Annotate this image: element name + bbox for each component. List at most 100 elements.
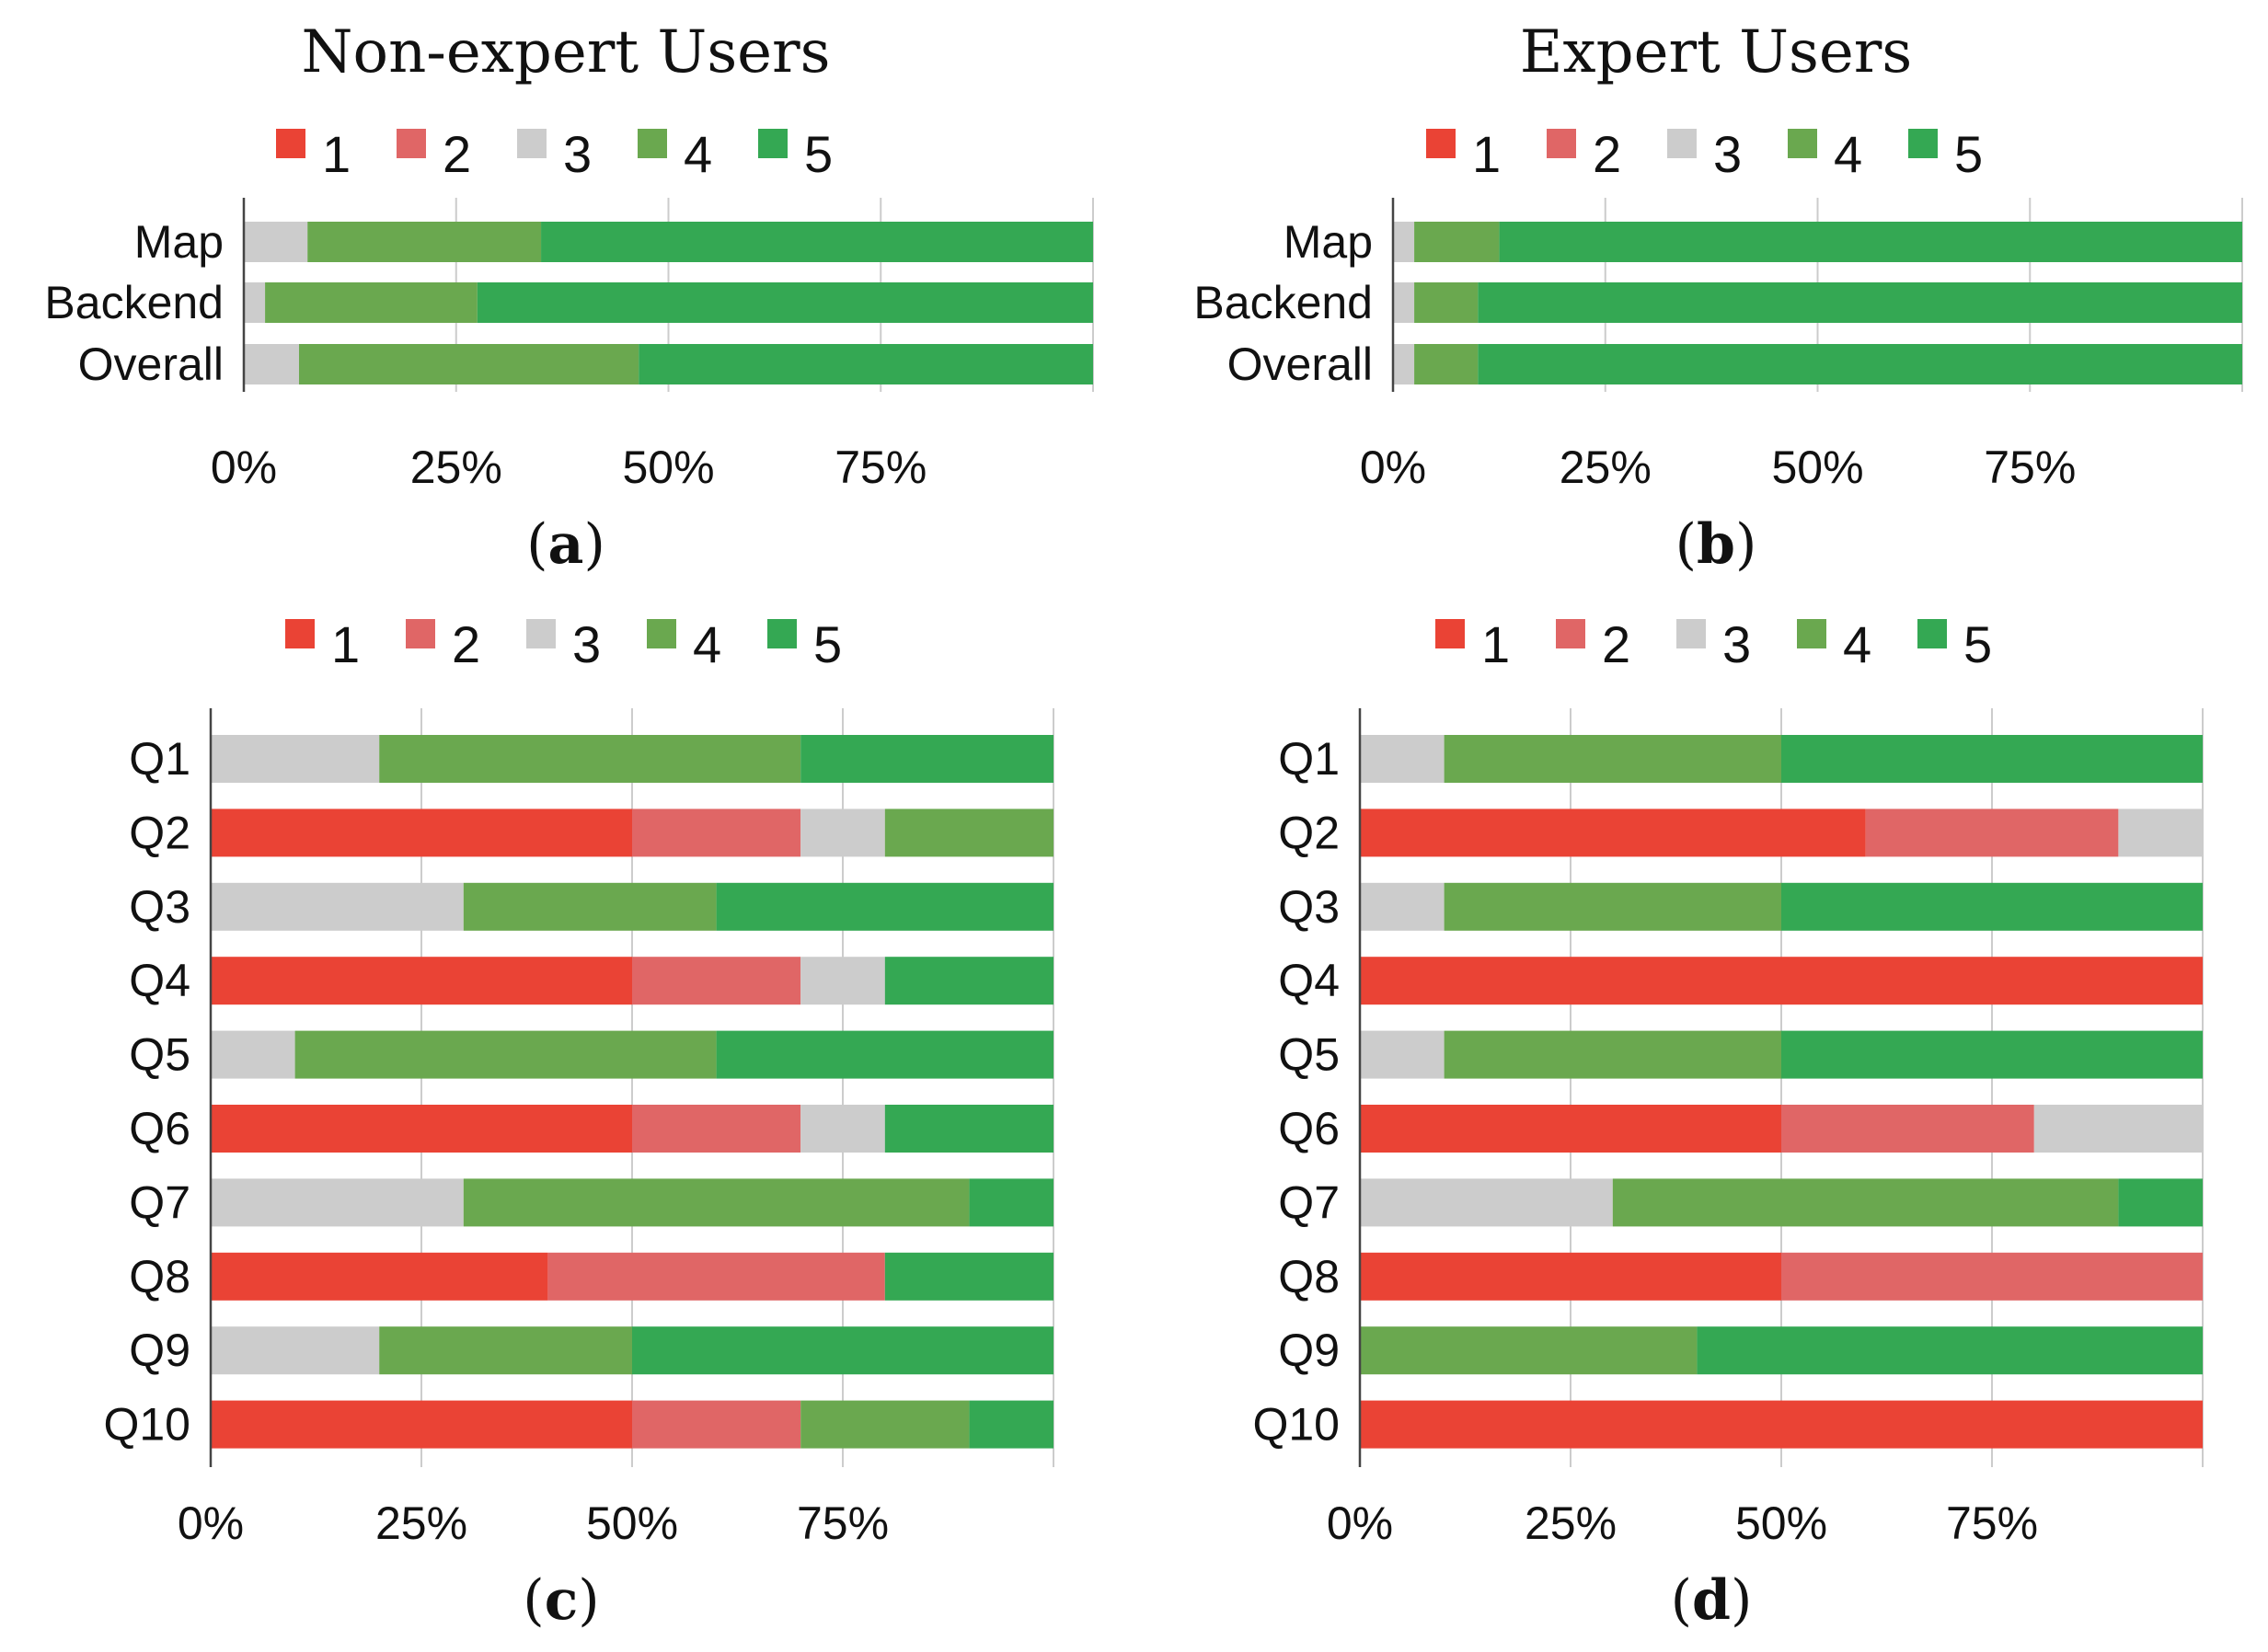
legend: 1 2 3 4 5 (276, 125, 833, 183)
legend-swatch-2 (406, 619, 435, 648)
legend-label-1: 1 (1481, 615, 1510, 673)
bar-map-rating-5 (1499, 222, 2242, 262)
legend-swatch-3 (1676, 619, 1706, 648)
legend-label-5: 5 (1963, 615, 1992, 673)
x-tick-label-75: 75% (1946, 1497, 2038, 1549)
x-tick-label-0: 0% (1327, 1497, 1393, 1549)
x-tick-label-50: 50% (586, 1497, 678, 1549)
x-tick-label-50: 50% (1771, 442, 1863, 493)
legend-label-4: 4 (693, 615, 721, 673)
chart-title: Expert Users (1520, 18, 1912, 86)
bar-q1-rating-4 (1444, 735, 1781, 783)
bar-map-rating-3 (1393, 222, 1415, 262)
x-tick-label-50: 50% (1735, 1497, 1827, 1549)
legend-label-4: 4 (1843, 615, 1871, 673)
legend-swatch-3 (517, 129, 547, 158)
subfigure-caption: (a) (526, 512, 605, 577)
legend-label-5: 5 (813, 615, 842, 673)
bar-q6-rating-2 (1781, 1105, 2034, 1153)
bar-q2-rating-1 (1360, 809, 1866, 857)
bar-q8-rating-2 (1781, 1252, 2203, 1301)
bars (1360, 735, 2203, 1449)
bar-q2-rating-2 (632, 809, 801, 857)
bar-q10-rating-2 (632, 1400, 801, 1449)
bar-q3-rating-3 (1360, 882, 1445, 931)
legend: 1 2 3 4 5 (285, 615, 842, 673)
legend-label-2: 2 (443, 125, 471, 183)
bar-backend-rating-4 (265, 282, 478, 323)
chart-d: 1 2 3 4 5 Q1 Q2 Q3 Q4 Q5 Q6 Q7 Q8 Q9 Q10 0% 25% 50% 75% (d) (1252, 615, 2204, 1633)
bar-q2-rating-3 (2118, 809, 2203, 857)
bar-map-rating-4 (1414, 222, 1500, 262)
category-label-q4: Q4 (1278, 955, 1340, 1006)
bar-q7-rating-5 (2118, 1178, 2203, 1227)
bar-q9-rating-3 (211, 1326, 380, 1375)
bar-q6-rating-3 (2033, 1105, 2203, 1153)
bar-q5-rating-3 (211, 1030, 295, 1079)
bar-q4-rating-1 (211, 957, 632, 1005)
x-tick-label-75: 75% (1984, 442, 2076, 493)
category-label-q9: Q9 (1278, 1325, 1340, 1376)
legend-label-5: 5 (804, 125, 833, 183)
bar-q1-rating-4 (379, 735, 801, 783)
category-label-q5: Q5 (129, 1029, 190, 1081)
category-label-q5: Q5 (1278, 1029, 1340, 1081)
legend-swatch-4 (638, 129, 667, 158)
x-tick-label-25: 25% (410, 442, 502, 493)
bar-backend-rating-3 (1393, 282, 1415, 323)
legend-label-2: 2 (1602, 615, 1630, 673)
bar-q9-rating-4 (379, 1326, 632, 1375)
bar-q5-rating-4 (1444, 1030, 1781, 1079)
bar-q4-rating-2 (632, 957, 801, 1005)
bar-backend-rating-5 (1478, 282, 2242, 323)
bar-overall-rating-4 (298, 344, 639, 384)
bar-q9-rating-5 (1697, 1326, 2203, 1375)
x-tick-label-0: 0% (211, 442, 277, 493)
bar-q7-rating-4 (463, 1178, 970, 1227)
bar-map-rating-3 (244, 222, 308, 262)
bar-q1-rating-3 (1360, 735, 1445, 783)
bar-q10-rating-5 (969, 1400, 1053, 1449)
legend-swatch-1 (285, 619, 315, 648)
category-label-q2: Q2 (129, 807, 190, 858)
subfigure-caption: (c) (523, 1568, 599, 1633)
bar-q8-rating-5 (884, 1252, 1053, 1301)
subfigure-caption: (b) (1675, 512, 1757, 577)
legend-swatch-4 (647, 619, 676, 648)
category-label-map: Map (1284, 216, 1373, 268)
category-label-overall: Overall (1227, 338, 1373, 390)
category-label-q8: Q8 (129, 1251, 190, 1302)
category-label-q8: Q8 (1278, 1251, 1340, 1302)
bar-q6-rating-5 (884, 1105, 1053, 1153)
legend-swatch-5 (767, 619, 797, 648)
bar-q4-rating-1 (1360, 957, 2203, 1005)
legend-label-4: 4 (1834, 125, 1862, 183)
bar-q3-rating-4 (1444, 882, 1781, 931)
bar-q6-rating-2 (632, 1105, 801, 1153)
x-tick-label-25: 25% (375, 1497, 467, 1549)
bar-q3-rating-3 (211, 882, 464, 931)
legend-swatch-1 (1435, 619, 1465, 648)
category-label-overall: Overall (78, 338, 224, 390)
x-tick-label-0: 0% (1360, 442, 1426, 493)
bar-q6-rating-1 (1360, 1105, 1781, 1153)
bar-q7-rating-5 (969, 1178, 1053, 1227)
chart-title: Non-expert Users (302, 18, 831, 86)
legend-swatch-2 (397, 129, 426, 158)
legend-label-1: 1 (322, 125, 351, 183)
bar-q2-rating-4 (884, 809, 1053, 857)
legend-swatch-4 (1797, 619, 1826, 648)
bar-q2-rating-3 (800, 809, 885, 857)
bar-q8-rating-1 (211, 1252, 548, 1301)
chart-c: 1 2 3 4 5 Q1 Q2 Q3 Q4 Q5 Q6 Q7 Q8 Q9 Q10 0% 25% 50% 75% (c) (103, 615, 1054, 1633)
legend-label-5: 5 (1954, 125, 1983, 183)
legend: 1 2 3 4 5 (1426, 125, 1983, 183)
legend-label-3: 3 (563, 125, 592, 183)
legend-label-1: 1 (331, 615, 360, 673)
category-label-q6: Q6 (1278, 1103, 1340, 1154)
bar-q2-rating-2 (1865, 809, 2119, 857)
bar-q3-rating-4 (463, 882, 717, 931)
chart-b: Expert Users 1 2 3 4 5 Map Backend Overall 0% 25% 5… (1193, 18, 2243, 577)
category-label-q10: Q10 (103, 1399, 190, 1451)
category-label-backend: Backend (44, 277, 224, 328)
